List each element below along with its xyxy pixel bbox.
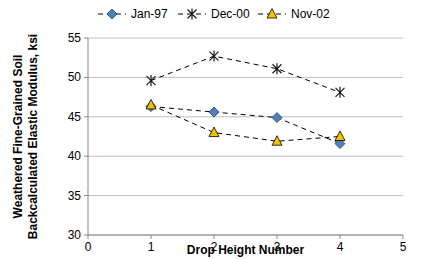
point	[273, 63, 282, 74]
x-tick-label: 5	[400, 240, 407, 254]
x-tick-label: 0	[85, 240, 92, 254]
y-tick-label: 55	[68, 31, 82, 45]
plot-area	[146, 51, 345, 149]
series-line	[151, 56, 340, 92]
y-tick-label: 45	[68, 110, 82, 124]
y-axis-title: Weathered Fine-Grained Soil	[11, 55, 25, 219]
x-tick	[151, 235, 152, 239]
y-tick	[84, 195, 88, 196]
x-tick	[277, 235, 278, 239]
y-tick	[84, 156, 88, 157]
point	[147, 75, 156, 86]
grid-line	[88, 77, 403, 78]
legend-label: Jan-97	[131, 7, 168, 21]
grid-line	[88, 38, 403, 39]
legend-marker	[188, 9, 197, 20]
legend: Jan-97 Dec-00 Nov-02	[98, 7, 330, 21]
legend-label: Dec-00	[211, 7, 250, 21]
y-tick	[84, 38, 88, 39]
y-axis	[88, 38, 89, 235]
point	[272, 136, 282, 146]
point	[210, 51, 219, 62]
grid-line	[88, 235, 403, 236]
x-tick	[403, 235, 404, 239]
x-tick	[340, 235, 341, 239]
point	[146, 99, 156, 109]
y-axis-title: Backcalculated Elastic Modulus, ksi	[26, 34, 40, 239]
legend-marker	[107, 9, 117, 19]
x-tick-label: 4	[337, 240, 344, 254]
grid-line	[88, 156, 403, 157]
series-line	[151, 107, 340, 144]
x-axis-title: Drop Height Number	[187, 243, 305, 257]
point	[209, 127, 219, 137]
x-tick	[214, 235, 215, 239]
chart: 303540455055012345Drop Height NumberWeat…	[0, 0, 431, 259]
y-tick-label: 50	[68, 70, 82, 84]
legend-marker	[267, 9, 277, 19]
point	[272, 113, 282, 123]
grid-line	[88, 195, 403, 196]
y-tick	[84, 77, 88, 78]
y-tick	[84, 235, 88, 236]
x-axis	[88, 235, 403, 236]
point	[335, 131, 345, 141]
y-tick-label: 40	[68, 149, 82, 163]
x-tick	[88, 235, 89, 239]
y-tick-label: 30	[68, 228, 82, 242]
point	[336, 87, 345, 98]
point	[209, 107, 219, 117]
y-tick-label: 35	[68, 189, 82, 203]
legend-label: Nov-02	[291, 7, 330, 21]
y-tick	[84, 116, 88, 117]
grid-line	[88, 116, 403, 117]
x-tick-label: 1	[148, 240, 155, 254]
series-line	[151, 105, 340, 141]
